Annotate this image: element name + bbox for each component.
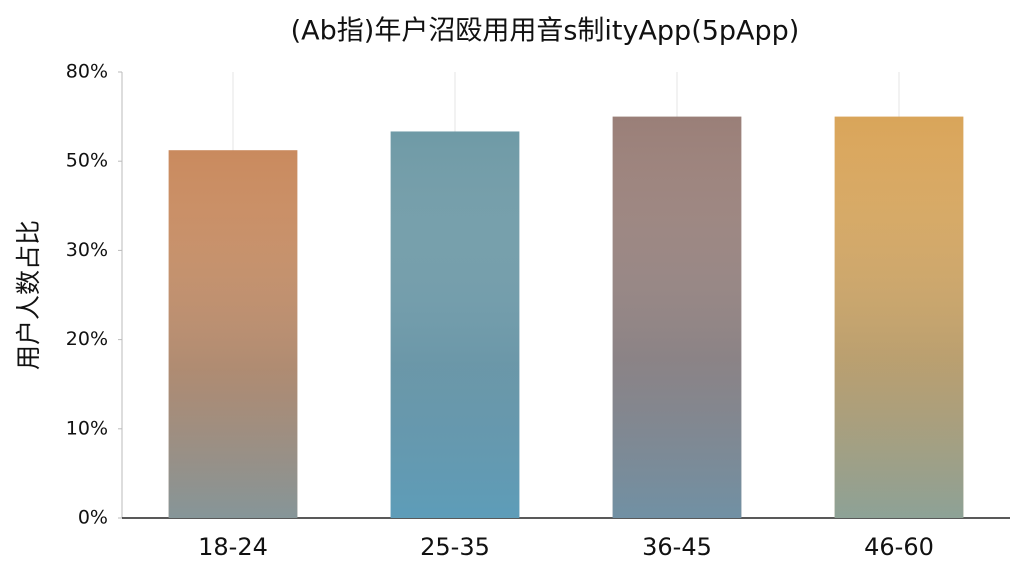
chart-title: (Ab指)年户沼殴用用音s制ityApp(5pApp) [291, 16, 800, 47]
x-tick-label: 25-35 [420, 533, 490, 561]
y-tick-label: 50% [66, 150, 108, 172]
y-tick-label: 10% [66, 417, 108, 439]
bar-shade [390, 131, 520, 518]
y-tick-label: 80% [66, 61, 108, 83]
bar-shade [834, 116, 964, 518]
y-tick-label: 0% [78, 507, 108, 529]
x-tick-label: 36-45 [642, 533, 712, 561]
bar-shade [168, 150, 298, 518]
y-tick-label: 20% [66, 328, 108, 350]
y-axis-label: 用户人数占比 [14, 220, 43, 370]
x-tick-label: 18-24 [198, 533, 268, 561]
x-tick-label: 46-60 [864, 533, 934, 561]
y-tick-label: 30% [66, 239, 108, 261]
bar-shade [612, 116, 742, 518]
